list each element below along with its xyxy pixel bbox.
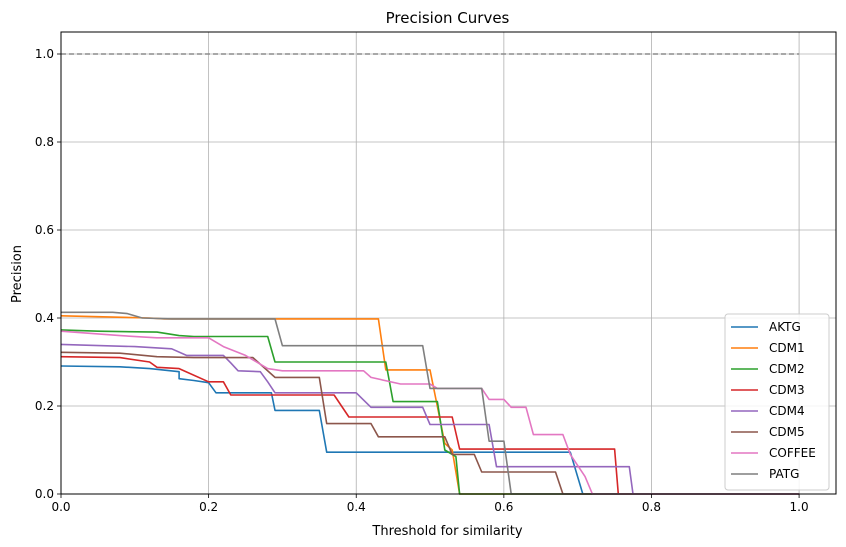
series-line-cdm2 bbox=[60, 329, 800, 495]
series-line-cdm3 bbox=[60, 355, 800, 495]
legend-label: CDM2 bbox=[769, 362, 805, 376]
x-tick-label: 0.8 bbox=[642, 500, 661, 514]
legend-label: PATG bbox=[769, 467, 799, 481]
legend-label: CDM1 bbox=[769, 341, 805, 355]
series-line-cdm5 bbox=[60, 351, 800, 495]
y-tick-label: 0.6 bbox=[35, 223, 54, 237]
y-tick-label: 1.0 bbox=[35, 47, 54, 61]
x-tick-label: 0.0 bbox=[51, 500, 70, 514]
y-tick-label: 0.2 bbox=[35, 399, 54, 413]
legend-label: CDM3 bbox=[769, 383, 805, 397]
x-tick-label: 0.2 bbox=[199, 500, 218, 514]
tick-layer: 0.0 0.2 0.4 0.6 0.8 1.0 0.0 0.2 0.4 0.6 0.8 1.0 bbox=[35, 47, 809, 514]
legend-label: CDM4 bbox=[769, 404, 805, 418]
series-line-cdm4 bbox=[60, 343, 800, 495]
series-line-cdm1 bbox=[60, 315, 800, 495]
y-tick-label: 0.4 bbox=[35, 311, 54, 325]
x-tick-label: 1.0 bbox=[790, 500, 809, 514]
series-line-patg bbox=[61, 311, 800, 495]
legend-box bbox=[724, 313, 830, 491]
y-axis-label: Precision bbox=[10, 245, 25, 303]
legend: AKTG CDM1 CDM2 CDM3 CDM4 CDM5 COFFEE PATG bbox=[724, 313, 830, 491]
x-tick-label: 0.6 bbox=[494, 500, 513, 514]
y-tick-label: 0.8 bbox=[35, 135, 54, 149]
legend-label: COFFEE bbox=[769, 446, 816, 460]
y-tick-label: 0.0 bbox=[35, 487, 54, 501]
series-line-aktg bbox=[60, 365, 800, 495]
x-tick-label: 0.4 bbox=[347, 500, 366, 514]
legend-label: AKTG bbox=[769, 320, 801, 334]
x-axis-label: Threshold for similarity bbox=[371, 524, 522, 539]
legend-label: CDM5 bbox=[769, 425, 805, 439]
plot-frame bbox=[60, 31, 837, 495]
chart-title: Precision Curves bbox=[386, 9, 510, 27]
series-layer bbox=[60, 311, 800, 495]
series-line-coffee bbox=[60, 330, 800, 495]
